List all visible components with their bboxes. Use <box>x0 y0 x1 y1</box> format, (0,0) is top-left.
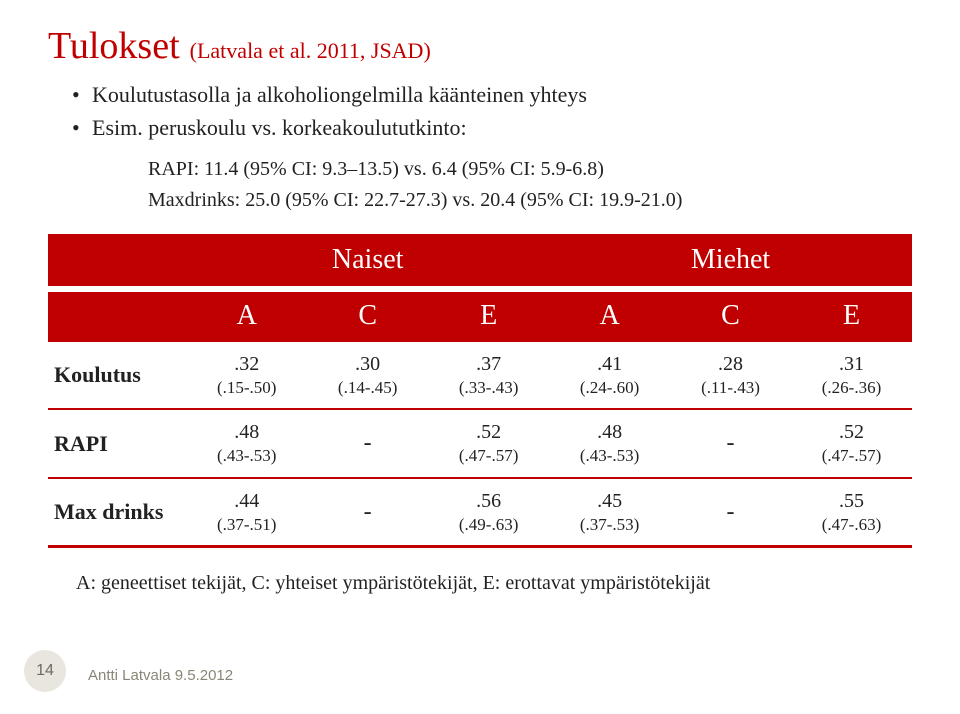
cell-value: .56 <box>428 489 549 514</box>
cell: .32(.15-.50) <box>186 341 307 409</box>
col-header: E <box>428 289 549 341</box>
cell-ci: (.47-.57) <box>428 445 549 466</box>
cell-value: .32 <box>186 352 307 377</box>
cell-ci: (.49-.63) <box>428 514 549 535</box>
col-header: E <box>791 289 912 341</box>
bullet-item: Esim. peruskoulu vs. korkeakoulututkinto… <box>72 111 912 144</box>
slide-title: Tulokset <box>48 25 180 67</box>
cell-ci: (.11-.43) <box>670 377 791 398</box>
bullet-item: Koulutustasolla ja alkoholiongelmilla kä… <box>72 78 912 111</box>
cell: .44(.37-.51) <box>186 478 307 547</box>
cell-value: .31 <box>791 352 912 377</box>
cell-value: .45 <box>549 489 670 514</box>
cell-value: .37 <box>428 352 549 377</box>
cell-dash: - <box>307 409 428 477</box>
cell-value: .48 <box>549 420 670 445</box>
footer-text: Antti Latvala 9.5.2012 <box>88 667 233 684</box>
row-label: Max drinks <box>48 478 186 547</box>
cell-value: .41 <box>549 352 670 377</box>
cell: .48(.43-.53) <box>549 409 670 477</box>
slide: Tulokset (Latvala et al. 2011, JSAD) Kou… <box>0 0 960 714</box>
cell-ci: (.15-.50) <box>186 377 307 398</box>
table-row: Max drinks .44(.37-.51) - .56(.49-.63) .… <box>48 478 912 547</box>
cell: .52(.47-.57) <box>791 409 912 477</box>
col-header: A <box>186 289 307 341</box>
table-group-header-row: Naiset Miehet <box>48 234 912 289</box>
table-row: Koulutus .32(.15-.50) .30(.14-.45) .37(.… <box>48 341 912 409</box>
cell: .28(.11-.43) <box>670 341 791 409</box>
cell-ci: (.37-.51) <box>186 514 307 535</box>
cell-ci: (.43-.53) <box>186 445 307 466</box>
cell-ci: (.43-.53) <box>549 445 670 466</box>
cell: .56(.49-.63) <box>428 478 549 547</box>
row-label: Koulutus <box>48 341 186 409</box>
cell: .41(.24-.60) <box>549 341 670 409</box>
row-label: RAPI <box>48 409 186 477</box>
stats-line: RAPI: 11.4 (95% CI: 9.3–13.5) vs. 6.4 (9… <box>148 154 912 185</box>
cell-value: .28 <box>670 352 791 377</box>
cell-value: .52 <box>791 420 912 445</box>
group-header-naiset: Naiset <box>186 234 549 289</box>
title-wrap: Tulokset (Latvala et al. 2011, JSAD) <box>48 24 912 68</box>
cell: .55(.47-.63) <box>791 478 912 547</box>
table-corner <box>48 234 186 289</box>
bullet-list: Koulutustasolla ja alkoholiongelmilla kä… <box>72 78 912 144</box>
cell-value: .52 <box>428 420 549 445</box>
cell-dash: - <box>307 478 428 547</box>
stats-block: RAPI: 11.4 (95% CI: 9.3–13.5) vs. 6.4 (9… <box>148 154 912 216</box>
cell-value: .30 <box>307 352 428 377</box>
slide-title-sub: (Latvala et al. 2011, JSAD) <box>190 38 431 63</box>
cell: .31(.26-.36) <box>791 341 912 409</box>
cell: .52(.47-.57) <box>428 409 549 477</box>
cell-value: .55 <box>791 489 912 514</box>
col-header: A <box>549 289 670 341</box>
cell-ci: (.33-.43) <box>428 377 549 398</box>
results-table: Naiset Miehet A C E A C E Koulutus .32(.… <box>48 234 912 548</box>
col-header: C <box>670 289 791 341</box>
cell-dash: - <box>670 478 791 547</box>
cell-ci: (.24-.60) <box>549 377 670 398</box>
legend-text: A: geneettiset tekijät, C: yhteiset ympä… <box>76 572 912 595</box>
col-header: C <box>307 289 428 341</box>
stats-line: Maxdrinks: 25.0 (95% CI: 22.7-27.3) vs. … <box>148 185 912 216</box>
cell-ci: (.47-.63) <box>791 514 912 535</box>
cell-ci: (.47-.57) <box>791 445 912 466</box>
table-row: RAPI .48(.43-.53) - .52(.47-.57) .48(.43… <box>48 409 912 477</box>
group-header-miehet: Miehet <box>549 234 912 289</box>
cell-value: .48 <box>186 420 307 445</box>
cell: .45(.37-.53) <box>549 478 670 547</box>
cell: .48(.43-.53) <box>186 409 307 477</box>
cell: .30(.14-.45) <box>307 341 428 409</box>
table-body: Koulutus .32(.15-.50) .30(.14-.45) .37(.… <box>48 341 912 546</box>
cell: .37(.33-.43) <box>428 341 549 409</box>
table-col-header-row: A C E A C E <box>48 289 912 341</box>
cell-ci: (.37-.53) <box>549 514 670 535</box>
cell-ci: (.26-.36) <box>791 377 912 398</box>
cell-dash: - <box>670 409 791 477</box>
table-corner <box>48 289 186 341</box>
page-number: 14 <box>24 650 66 692</box>
cell-value: .44 <box>186 489 307 514</box>
cell-ci: (.14-.45) <box>307 377 428 398</box>
